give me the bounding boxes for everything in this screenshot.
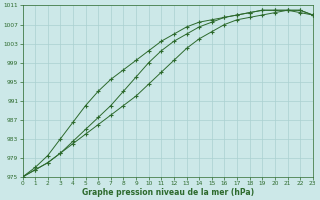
X-axis label: Graphe pression niveau de la mer (hPa): Graphe pression niveau de la mer (hPa) — [82, 188, 254, 197]
